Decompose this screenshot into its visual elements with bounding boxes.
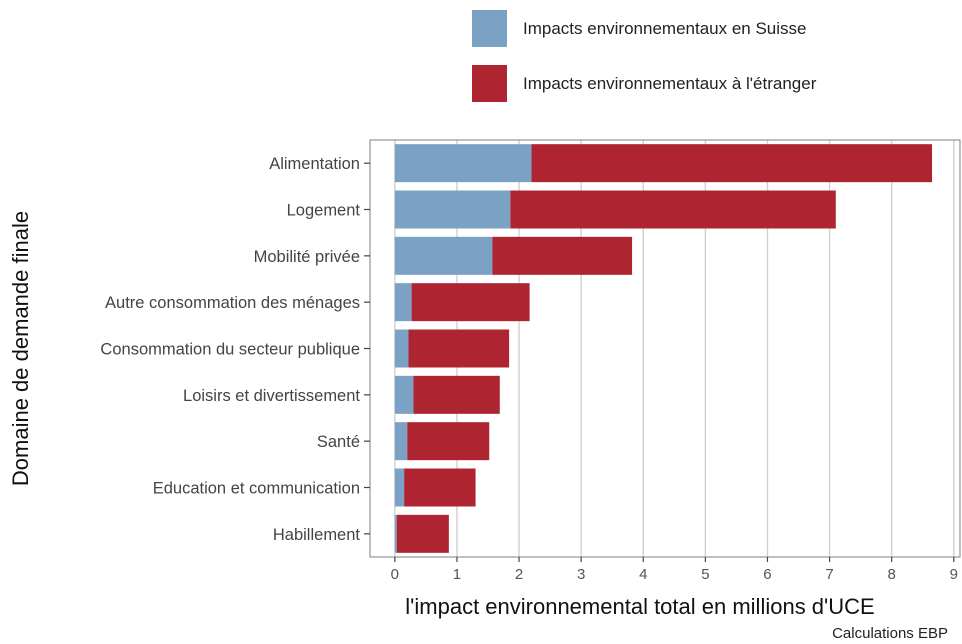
y-tick-label: Alimentation (269, 155, 360, 173)
x-tick-label: 7 (825, 566, 833, 583)
x-tick-label: 2 (515, 566, 523, 583)
bar-suisse (394, 375, 414, 414)
x-tick-label: 9 (950, 566, 958, 583)
x-axis: 0 1 2 3 4 5 6 7 8 9 (391, 557, 958, 583)
bar-etranger (510, 190, 836, 229)
x-tick-label: 0 (391, 566, 399, 583)
x-tick-label: 5 (701, 566, 709, 583)
y-tick-label: Autre consommation des ménages (105, 294, 360, 312)
y-tick-label: Mobilité privée (254, 248, 360, 266)
bar-etranger (407, 422, 490, 461)
source-caption: Calculations EBP (832, 625, 948, 642)
y-tick-label: Habillement (273, 526, 361, 544)
bar-etranger (492, 236, 633, 275)
bar-suisse (394, 283, 412, 322)
legend-label-suisse: Impacts environnementaux en Suisse (523, 18, 807, 38)
legend-item-etranger: Impacts environnementaux à l'étranger (472, 65, 816, 102)
bar-suisse (394, 468, 405, 507)
x-tick-label: 4 (639, 566, 647, 583)
y-axis-title: Domaine de demande finale (8, 211, 33, 486)
bar-etranger (411, 283, 530, 322)
y-axis: Alimentation Logement Mobilité privée Autre… (100, 155, 370, 544)
bar-etranger (404, 468, 476, 507)
bar-etranger (408, 329, 510, 368)
x-tick-label: 3 (577, 566, 585, 583)
y-tick-label: Consommation du secteur publique (100, 341, 360, 359)
bar-suisse (394, 144, 532, 183)
bar-etranger (396, 514, 449, 553)
bars (394, 144, 933, 553)
y-tick-label: Santé (317, 433, 360, 451)
bar-suisse (394, 422, 408, 461)
bar-etranger (413, 375, 500, 414)
legend-swatch-etranger (472, 65, 507, 102)
legend: Impacts environnementaux en Suisse Impac… (472, 10, 816, 120)
x-tick-label: 6 (763, 566, 771, 583)
x-tick-label: 1 (453, 566, 461, 583)
bar-suisse (394, 236, 493, 275)
legend-label-etranger: Impacts environnementaux à l'étranger (523, 73, 817, 93)
bar-suisse (394, 190, 511, 229)
bar-suisse (394, 329, 409, 368)
legend-swatch-suisse (472, 10, 507, 47)
y-tick-label: Logement (287, 202, 361, 220)
x-axis-title: l'impact environnemental total en millio… (405, 594, 874, 619)
legend-item-suisse: Impacts environnementaux en Suisse (472, 10, 816, 47)
y-tick-label: Loisirs et divertissement (183, 387, 360, 405)
x-tick-label: 8 (888, 566, 896, 583)
bar-etranger (531, 144, 933, 183)
y-tick-label: Education et communication (153, 480, 360, 498)
bar-suisse (394, 514, 397, 553)
